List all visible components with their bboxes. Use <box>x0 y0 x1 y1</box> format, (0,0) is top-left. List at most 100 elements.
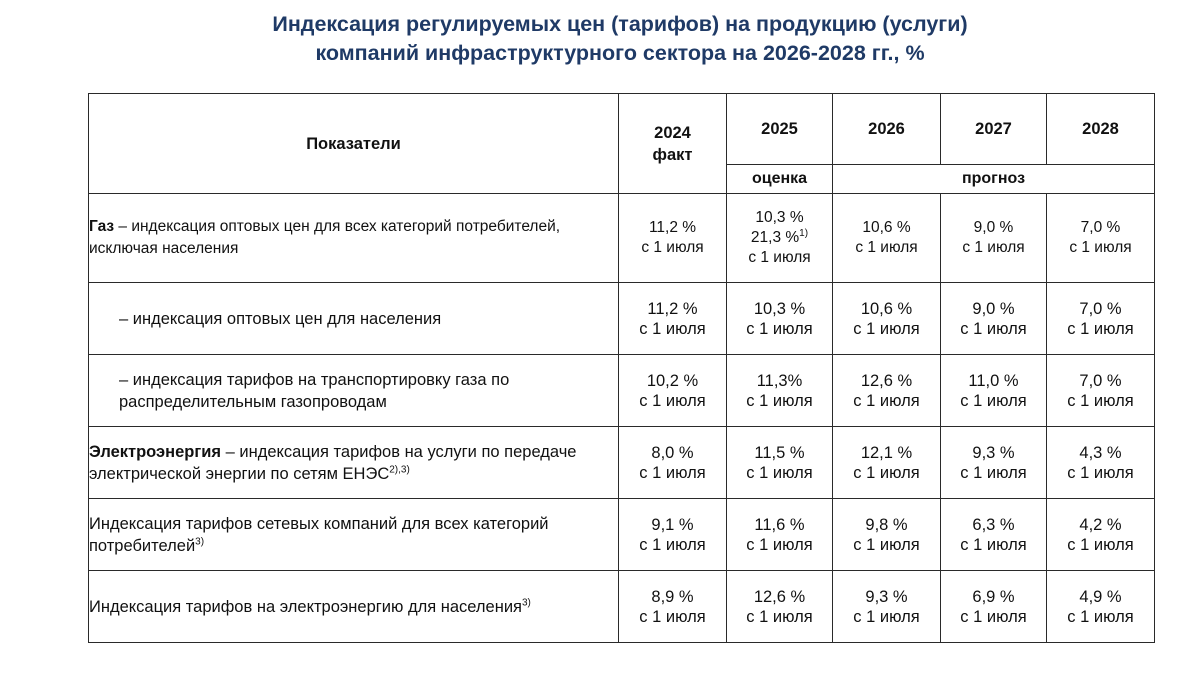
cell-2027: 6,9 % с 1 июля <box>940 570 1047 643</box>
cell-date: с 1 июля <box>639 463 706 482</box>
table-row: – индексация оптовых цен для населения 1… <box>88 282 1155 355</box>
cell-date: с 1 июля <box>1069 239 1132 256</box>
footnote-marker: 3) <box>195 536 205 547</box>
cell-value: 4,9 % <box>1079 587 1122 606</box>
cell-date: с 1 июля <box>639 391 706 410</box>
table-row: Электроэнергия – индексация тарифов на у… <box>88 426 1155 499</box>
row-label-text: – индексация тарифов на услуги по переда… <box>89 442 577 483</box>
cell-value: 10,3 % <box>755 209 804 226</box>
cell-date: с 1 июля <box>746 463 813 482</box>
cell-2026: 9,8 % с 1 июля <box>832 498 941 571</box>
cell-2028: 7,0 % с 1 июля <box>1046 193 1155 283</box>
row-label-text: – индексация оптовых цен для всех катего… <box>89 218 561 257</box>
cell-date: с 1 июля <box>960 535 1027 554</box>
cell-date: с 1 июля <box>1067 535 1134 554</box>
cell-date: с 1 июля <box>639 319 706 338</box>
cell-date: с 1 июля <box>853 319 920 338</box>
cell-2026: 10,6 % с 1 июля <box>832 193 941 283</box>
row-label-text: Индексация тарифов на электроэнергию для… <box>89 597 522 616</box>
row-label: Электроэнергия – индексация тарифов на у… <box>88 426 619 499</box>
cell-value: 12,6 % <box>860 371 913 390</box>
cell-date: с 1 июля <box>639 607 706 626</box>
cell-value: 6,3 % <box>972 515 1015 534</box>
page-title: Индексация регулируемых цен (тарифов) на… <box>0 10 1200 68</box>
cell-2027: 6,3 % с 1 июля <box>940 498 1047 571</box>
title-line-1: Индексация регулируемых цен (тарифов) на… <box>272 12 968 36</box>
cell-date: с 1 июля <box>639 535 706 554</box>
header-forecast: прогноз <box>832 164 1155 194</box>
cell-value: 12,6 % <box>753 587 806 606</box>
cell-date: с 1 июля <box>853 391 920 410</box>
cell-value: 11,2 % <box>648 219 697 236</box>
cell-value: 8,0 % <box>651 443 694 462</box>
header-2024-fact: факт <box>652 145 693 164</box>
cell-2026: 9,3 % с 1 июля <box>832 570 941 643</box>
cell-2024: 8,9 % с 1 июля <box>618 570 727 643</box>
cell-date: с 1 июля <box>1067 463 1134 482</box>
header-estimate: оценка <box>726 164 833 194</box>
cell-2026: 12,6 % с 1 июля <box>832 354 941 427</box>
cell-date: с 1 июля <box>1067 607 1134 626</box>
cell-2026: 12,1 % с 1 июля <box>832 426 941 499</box>
header-2028: 2028 <box>1046 93 1155 165</box>
header-2025: 2025 <box>726 93 833 165</box>
row-label: Индексация тарифов сетевых компаний для … <box>88 498 619 571</box>
header-2026: 2026 <box>832 93 941 165</box>
cell-date: с 1 июля <box>960 607 1027 626</box>
cell-value: 8,9 % <box>651 587 694 606</box>
cell-value: 9,1 % <box>651 515 694 534</box>
cell-value: 9,3 % <box>865 587 908 606</box>
cell-date: с 1 июля <box>1067 319 1134 338</box>
cell-2025: 10,3 % 21,3 %1) с 1 июля <box>726 193 833 283</box>
cell-date: с 1 июля <box>960 319 1027 338</box>
cell-date: с 1 июля <box>746 607 813 626</box>
table-row: – индексация тарифов на транспортировку … <box>88 354 1155 427</box>
table-row: Индексация тарифов на электроэнергию для… <box>88 570 1155 643</box>
cell-value: 7,0 % <box>1079 371 1122 390</box>
footnote-marker: 2),3) <box>389 464 410 475</box>
cell-date: с 1 июля <box>746 391 813 410</box>
cell-2027: 9,0 % с 1 июля <box>940 282 1047 355</box>
row-label: – индексация тарифов на транспортировку … <box>88 354 619 427</box>
cell-value: 9,8 % <box>865 515 908 534</box>
cell-value: 4,3 % <box>1079 443 1122 462</box>
cell-date: с 1 июля <box>853 535 920 554</box>
cell-2028: 4,9 % с 1 июля <box>1046 570 1155 643</box>
cell-2026: 10,6 % с 1 июля <box>832 282 941 355</box>
row-label: – индексация оптовых цен для населения <box>88 282 619 355</box>
cell-date: с 1 июля <box>853 463 920 482</box>
cell-2024: 9,1 % с 1 июля <box>618 498 727 571</box>
cell-value: 7,0 % <box>1080 219 1121 236</box>
cell-date: с 1 июля <box>641 239 704 256</box>
header-2027: 2027 <box>940 93 1047 165</box>
tariff-indexation-table: Показатели 2024 факт 2025 2026 2027 2028… <box>88 93 1155 643</box>
cell-date: с 1 июля <box>748 249 811 266</box>
footnote-marker: 3) <box>521 597 531 608</box>
cell-date: с 1 июля <box>855 239 918 256</box>
row-label: Газ – индексация оптовых цен для всех ка… <box>88 193 619 283</box>
cell-date: с 1 июля <box>960 391 1027 410</box>
cell-date: с 1 июля <box>746 319 813 338</box>
cell-value: 11,3% <box>756 371 803 390</box>
cell-date: с 1 июля <box>1067 391 1134 410</box>
header-indicators: Показатели <box>88 93 619 194</box>
row-label-bold: Электроэнергия <box>89 442 222 461</box>
header-subrow: оценка прогноз <box>89 164 1155 194</box>
cell-value: 11,5 % <box>754 443 805 462</box>
cell-value: 9,0 % <box>972 299 1015 318</box>
cell-2027: 11,0 % с 1 июля <box>940 354 1047 427</box>
cell-value: 11,2 % <box>647 299 698 318</box>
header-2024-year: 2024 <box>654 123 691 142</box>
cell-2025: 10,3 % с 1 июля <box>726 282 833 355</box>
cell-2028: 4,3 % с 1 июля <box>1046 426 1155 499</box>
cell-value: 10,2 % <box>646 371 699 390</box>
cell-2025: 12,6 % с 1 июля <box>726 570 833 643</box>
cell-date: с 1 июля <box>960 463 1027 482</box>
cell-2027: 9,3 % с 1 июля <box>940 426 1047 499</box>
header-2024: 2024 факт <box>618 93 727 194</box>
footnote-marker: 1) <box>799 227 809 239</box>
cell-2024: 8,0 % с 1 июля <box>618 426 727 499</box>
cell-value: 9,0 % <box>973 219 1014 236</box>
cell-date: с 1 июля <box>746 535 813 554</box>
title-line-2: компаний инфраструктурного сектора на 20… <box>315 41 925 65</box>
